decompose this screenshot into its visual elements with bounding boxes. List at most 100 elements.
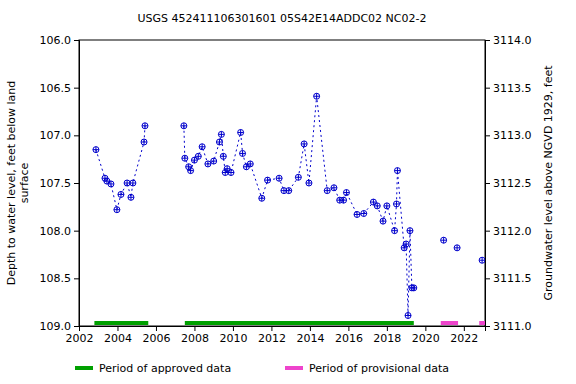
tick-label: 2006 [142, 332, 170, 345]
tick-label: 3112.0 [493, 225, 532, 238]
marker [142, 123, 148, 129]
tick-mark [74, 88, 79, 89]
chart: 2002200420062008201020122014201620182020… [0, 0, 576, 384]
tick: 2008 [181, 326, 209, 345]
tick-mark [485, 40, 490, 41]
tick-mark [233, 326, 234, 331]
marker [182, 155, 188, 161]
tick-mark [485, 183, 490, 184]
tick-mark [194, 326, 195, 331]
marker [354, 211, 360, 217]
marker [118, 191, 124, 197]
marker [479, 257, 485, 263]
period-bar [441, 321, 458, 325]
marker [238, 129, 244, 135]
tick-label: 2004 [104, 332, 132, 345]
y-axis-line [74, 41, 80, 327]
plot-frame [79, 40, 485, 326]
marker [240, 150, 246, 156]
tick-label: 2008 [181, 332, 209, 345]
tick: 3111.0 [485, 320, 532, 333]
y-axis-title: Depth to water level, feet below land [5, 81, 18, 286]
marker [211, 158, 217, 164]
tick-label: 108.0 [40, 225, 72, 238]
period-bar [94, 321, 148, 325]
x-axis: 2002200420062008201020122014201620182020… [66, 326, 486, 345]
tick-label: 3114.0 [493, 34, 532, 47]
marker [374, 203, 380, 209]
legend-label: Period of approved data [99, 362, 231, 375]
marker [224, 166, 230, 172]
tick: 109.0 [40, 320, 80, 333]
marker [93, 147, 99, 153]
marker [370, 199, 376, 205]
tick-label: 106.5 [40, 82, 72, 95]
marker [405, 313, 411, 319]
marker [247, 161, 253, 167]
tick-mark [464, 326, 465, 331]
series-line [96, 96, 482, 315]
tick-label: 106.0 [40, 34, 72, 47]
tick-label: 2022 [450, 332, 478, 345]
marker [276, 175, 282, 181]
tick-mark [485, 88, 490, 89]
tick: 3113.0 [485, 129, 532, 142]
tick-mark [74, 40, 79, 41]
marker [394, 168, 400, 174]
tick: 106.5 [40, 82, 80, 95]
marker [108, 181, 114, 187]
tick: 2006 [142, 326, 170, 345]
y2-axis-line [486, 41, 491, 327]
tick-label: 3111.5 [493, 272, 532, 285]
tick-label: 3112.5 [493, 177, 532, 190]
tick-mark [348, 326, 349, 331]
marker [181, 123, 187, 129]
tick-mark [387, 326, 388, 331]
tick-mark [117, 326, 118, 331]
marker [392, 228, 398, 234]
tick-mark [271, 326, 272, 331]
marker [384, 203, 390, 209]
legend-label: Period of provisional data [309, 362, 449, 375]
tick-mark [74, 278, 79, 279]
tick: 2014 [296, 326, 324, 345]
marker [441, 237, 447, 243]
tick-mark [74, 183, 79, 184]
marker [199, 144, 205, 150]
tick-label: 2002 [66, 332, 94, 345]
tick: 3112.5 [485, 177, 532, 190]
tick-mark [425, 326, 426, 331]
marker [216, 139, 222, 145]
marker [393, 201, 399, 207]
y2-axis: 3114.03113.53113.03112.53112.03111.53111… [485, 34, 532, 333]
tick-label: 109.0 [40, 320, 72, 333]
marker [295, 174, 301, 180]
tick: 3111.5 [485, 272, 532, 285]
tick: 2020 [412, 326, 440, 345]
tick: 108.0 [40, 225, 80, 238]
marker [454, 245, 460, 251]
tick-mark [74, 135, 79, 136]
marker [411, 285, 417, 291]
tick-label: 3111.0 [493, 320, 532, 333]
tick: 108.5 [40, 272, 80, 285]
marker [218, 131, 224, 137]
y-axis-title: surface [18, 162, 31, 203]
marker [341, 197, 347, 203]
tick: 107.5 [40, 177, 80, 190]
tick: 2012 [258, 326, 286, 345]
marker [407, 228, 413, 234]
marker [343, 190, 349, 196]
tick: 106.0 [40, 34, 80, 47]
tick-mark [485, 326, 490, 327]
marker [124, 180, 130, 186]
tick-label: 2016 [335, 332, 363, 345]
tick: 107.0 [40, 129, 80, 142]
marker [128, 194, 134, 200]
tick-label: 108.5 [40, 272, 72, 285]
tick-mark [485, 135, 490, 136]
marker [314, 93, 320, 99]
tick-mark [485, 278, 490, 279]
marker [228, 170, 234, 176]
marker [220, 153, 226, 159]
